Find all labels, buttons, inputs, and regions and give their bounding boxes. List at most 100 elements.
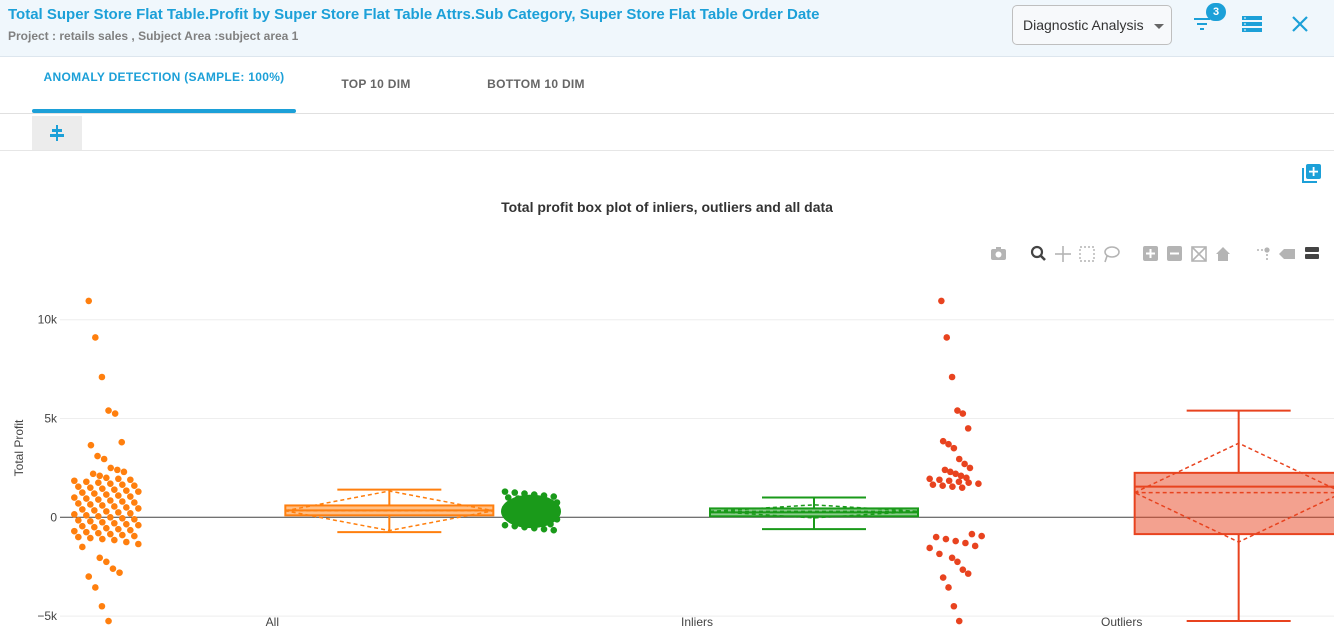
data-point[interactable] bbox=[954, 558, 961, 566]
data-point[interactable] bbox=[945, 477, 953, 485]
data-point[interactable] bbox=[75, 516, 82, 524]
data-point[interactable] bbox=[107, 530, 114, 538]
data-point[interactable] bbox=[950, 602, 958, 610]
data-point[interactable] bbox=[123, 520, 130, 528]
data-point[interactable] bbox=[131, 482, 138, 489]
data-point[interactable] bbox=[949, 483, 956, 490]
data-point[interactable] bbox=[79, 522, 86, 530]
data-point[interactable] bbox=[107, 464, 115, 472]
data-point[interactable] bbox=[83, 478, 90, 486]
data-point[interactable] bbox=[92, 584, 99, 591]
camera-icon[interactable] bbox=[991, 247, 1006, 260]
data-point[interactable] bbox=[71, 511, 78, 518]
data-point[interactable] bbox=[127, 493, 134, 500]
data-point[interactable] bbox=[85, 573, 93, 580]
data-point[interactable] bbox=[91, 490, 98, 497]
data-point[interactable] bbox=[955, 455, 963, 463]
zoom-icon[interactable] bbox=[1030, 245, 1046, 261]
data-point[interactable] bbox=[945, 584, 952, 591]
data-point[interactable] bbox=[105, 407, 112, 414]
data-point[interactable] bbox=[96, 554, 104, 562]
data-point[interactable] bbox=[98, 602, 106, 610]
data-point[interactable] bbox=[95, 513, 102, 520]
data-point[interactable] bbox=[79, 489, 86, 496]
data-point[interactable] bbox=[131, 532, 138, 540]
data-point[interactable] bbox=[115, 492, 122, 499]
data-point[interactable] bbox=[938, 297, 945, 305]
data-point[interactable] bbox=[957, 472, 965, 480]
data-point[interactable] bbox=[116, 569, 123, 576]
data-point[interactable] bbox=[83, 528, 90, 536]
data-point[interactable] bbox=[115, 525, 122, 533]
data-point[interactable] bbox=[103, 558, 110, 566]
data-point[interactable] bbox=[91, 507, 98, 514]
data-point[interactable] bbox=[111, 536, 118, 544]
data-point[interactable] bbox=[89, 470, 97, 478]
data-point[interactable] bbox=[939, 482, 946, 489]
data-point[interactable] bbox=[98, 373, 106, 381]
pan-icon[interactable] bbox=[1055, 246, 1071, 262]
data-point[interactable] bbox=[501, 521, 509, 529]
data-point[interactable] bbox=[952, 537, 959, 545]
data-point[interactable] bbox=[965, 479, 972, 487]
spike-lines-icon[interactable] bbox=[1257, 247, 1270, 260]
data-point[interactable] bbox=[96, 472, 104, 480]
data-point[interactable] bbox=[926, 544, 933, 552]
data-point[interactable] bbox=[929, 481, 937, 489]
data-point[interactable] bbox=[107, 514, 114, 521]
data-point[interactable] bbox=[71, 477, 78, 485]
box-select-icon[interactable] bbox=[1079, 246, 1095, 262]
data-point[interactable] bbox=[111, 519, 118, 527]
data-point[interactable] bbox=[99, 535, 106, 543]
data-point[interactable] bbox=[79, 543, 86, 551]
data-point[interactable] bbox=[964, 425, 972, 432]
data-point[interactable] bbox=[943, 334, 951, 341]
data-point[interactable] bbox=[504, 494, 512, 501]
filter-icon[interactable] bbox=[1192, 14, 1212, 34]
list-view-icon[interactable] bbox=[1241, 15, 1263, 33]
data-point[interactable] bbox=[71, 494, 78, 501]
data-point[interactable] bbox=[964, 570, 972, 577]
data-point[interactable] bbox=[950, 444, 958, 452]
data-point[interactable] bbox=[99, 518, 106, 526]
data-point[interactable] bbox=[99, 485, 106, 492]
data-point[interactable] bbox=[550, 493, 558, 500]
data-point[interactable] bbox=[95, 496, 102, 503]
data-point[interactable] bbox=[135, 488, 142, 495]
data-point[interactable] bbox=[941, 466, 949, 474]
tab-anomaly-detection[interactable]: ANOMALY DETECTION (SAMPLE: 100%) bbox=[32, 57, 296, 113]
data-point[interactable] bbox=[107, 480, 114, 488]
data-point[interactable] bbox=[135, 505, 142, 512]
data-point[interactable] bbox=[109, 565, 117, 572]
reset-axes-icon[interactable] bbox=[1216, 247, 1230, 261]
data-point[interactable] bbox=[550, 526, 558, 534]
data-point[interactable] bbox=[87, 534, 94, 542]
data-point[interactable] bbox=[939, 574, 947, 581]
data-point[interactable] bbox=[131, 499, 138, 506]
data-point[interactable] bbox=[966, 464, 974, 472]
hover-compare-icon[interactable] bbox=[1305, 247, 1319, 259]
hover-closest-icon[interactable] bbox=[1279, 249, 1295, 259]
data-point[interactable] bbox=[111, 486, 118, 493]
data-point[interactable] bbox=[959, 566, 967, 573]
data-point[interactable] bbox=[947, 468, 954, 476]
data-point[interactable] bbox=[959, 410, 967, 417]
data-point[interactable] bbox=[942, 535, 950, 543]
data-point[interactable] bbox=[75, 483, 82, 490]
analysis-type-dropdown[interactable]: Diagnostic Analysis bbox=[1012, 5, 1172, 45]
data-point[interactable] bbox=[932, 533, 940, 541]
data-point[interactable] bbox=[95, 529, 102, 537]
data-point[interactable] bbox=[114, 466, 121, 474]
data-point[interactable] bbox=[111, 503, 118, 510]
data-point[interactable] bbox=[511, 489, 519, 496]
zoom-out-icon[interactable] bbox=[1167, 246, 1182, 261]
data-point[interactable] bbox=[83, 495, 90, 502]
data-point[interactable] bbox=[71, 527, 78, 535]
data-point[interactable] bbox=[75, 533, 82, 541]
data-point[interactable] bbox=[75, 500, 82, 507]
data-point[interactable] bbox=[936, 476, 943, 484]
zoom-in-icon[interactable] bbox=[1143, 246, 1158, 261]
data-point[interactable] bbox=[968, 530, 976, 538]
data-point[interactable] bbox=[85, 297, 93, 305]
data-point[interactable] bbox=[131, 515, 138, 523]
